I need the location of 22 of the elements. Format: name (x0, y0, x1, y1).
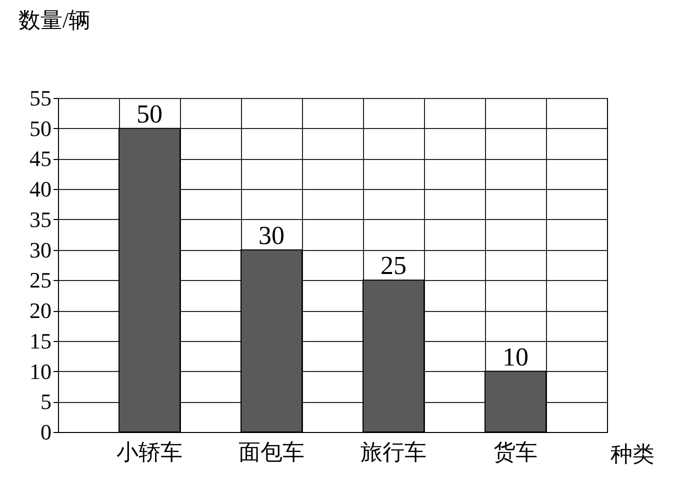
y-tick-label: 10 (30, 358, 52, 384)
y-tick-label: 30 (30, 237, 52, 262)
y-axis-title: 数量/辆 (18, 8, 91, 32)
y-tick-label: 15 (30, 328, 52, 354)
data-label: 10 (502, 342, 528, 372)
data-label: 50 (136, 99, 162, 128)
y-tick-label: 25 (30, 268, 52, 293)
y-tick-label: 35 (30, 206, 52, 232)
data-label: 30 (258, 220, 284, 250)
y-tick-label: 45 (30, 146, 52, 172)
y-tick-label: 50 (30, 116, 52, 141)
x-tick-label: 小轿车 (116, 440, 182, 464)
y-tick-label: 5 (40, 389, 52, 414)
data-label: 25 (380, 251, 406, 280)
y-tick-label: 0 (40, 420, 52, 444)
y-tick-label: 20 (30, 298, 52, 324)
y-tick-label: 40 (30, 176, 52, 202)
x-tick-label: 旅行车 (360, 440, 426, 464)
y-tick-label: 55 (30, 86, 52, 110)
x-tick-label: 面包车 (238, 440, 304, 464)
x-tick-label: 货车 (494, 440, 538, 464)
x-axis-title: 种类 (610, 442, 654, 466)
